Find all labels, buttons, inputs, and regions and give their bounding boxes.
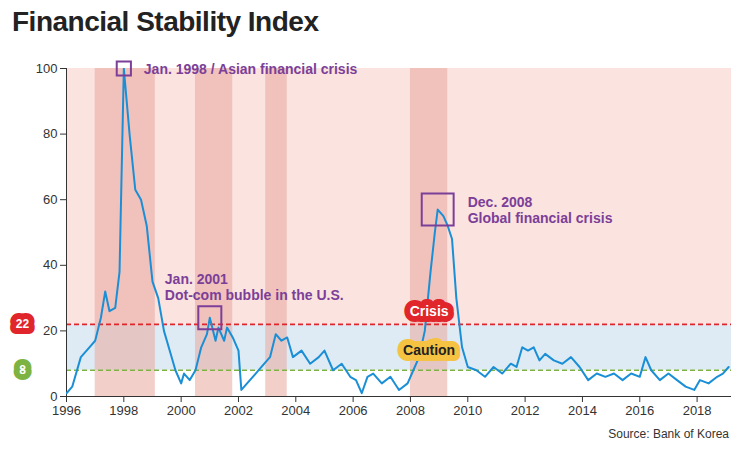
svg-text:2010: 2010 [453,403,482,418]
svg-text:2018: 2018 [683,403,712,418]
svg-text:40: 40 [43,257,57,272]
svg-text:8: 8 [19,363,26,377]
svg-text:0: 0 [50,389,57,404]
svg-text:2008: 2008 [396,403,425,418]
html-text:Financial Stability Index: Financial Stability Index [12,6,319,37]
svg-text:Dec. 2008Global financial cris: Dec. 2008Global financial crisis [468,194,613,226]
svg-text:Jan. 2001Dot-com bubble in the: Jan. 2001Dot-com bubble in the U.S. [165,271,344,303]
svg-text:22: 22 [16,317,30,331]
svg-text:2004: 2004 [281,403,310,418]
svg-text:Jan. 1998 / Asian financial cr: Jan. 1998 / Asian financial crisis [144,61,358,77]
svg-text:1998: 1998 [109,403,138,418]
svg-text:100: 100 [36,61,58,76]
svg-text:80: 80 [43,126,57,141]
svg-text:Crisis: Crisis [410,303,449,319]
svg-text:1996: 1996 [52,403,81,418]
html-text:Source: Bank of Korea: Source: Bank of Korea [608,427,729,441]
svg-text:60: 60 [43,192,57,207]
svg-text:2000: 2000 [167,403,196,418]
svg-text:2016: 2016 [625,403,654,418]
svg-text:2002: 2002 [224,403,253,418]
svg-text:2006: 2006 [339,403,368,418]
svg-text:2014: 2014 [568,403,597,418]
svg-text:2012: 2012 [511,403,540,418]
svg-text:Caution: Caution [403,342,455,358]
svg-text:20: 20 [43,323,57,338]
